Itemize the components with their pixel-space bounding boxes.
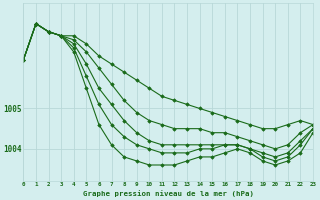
X-axis label: Graphe pression niveau de la mer (hPa): Graphe pression niveau de la mer (hPa) [83, 190, 254, 197]
